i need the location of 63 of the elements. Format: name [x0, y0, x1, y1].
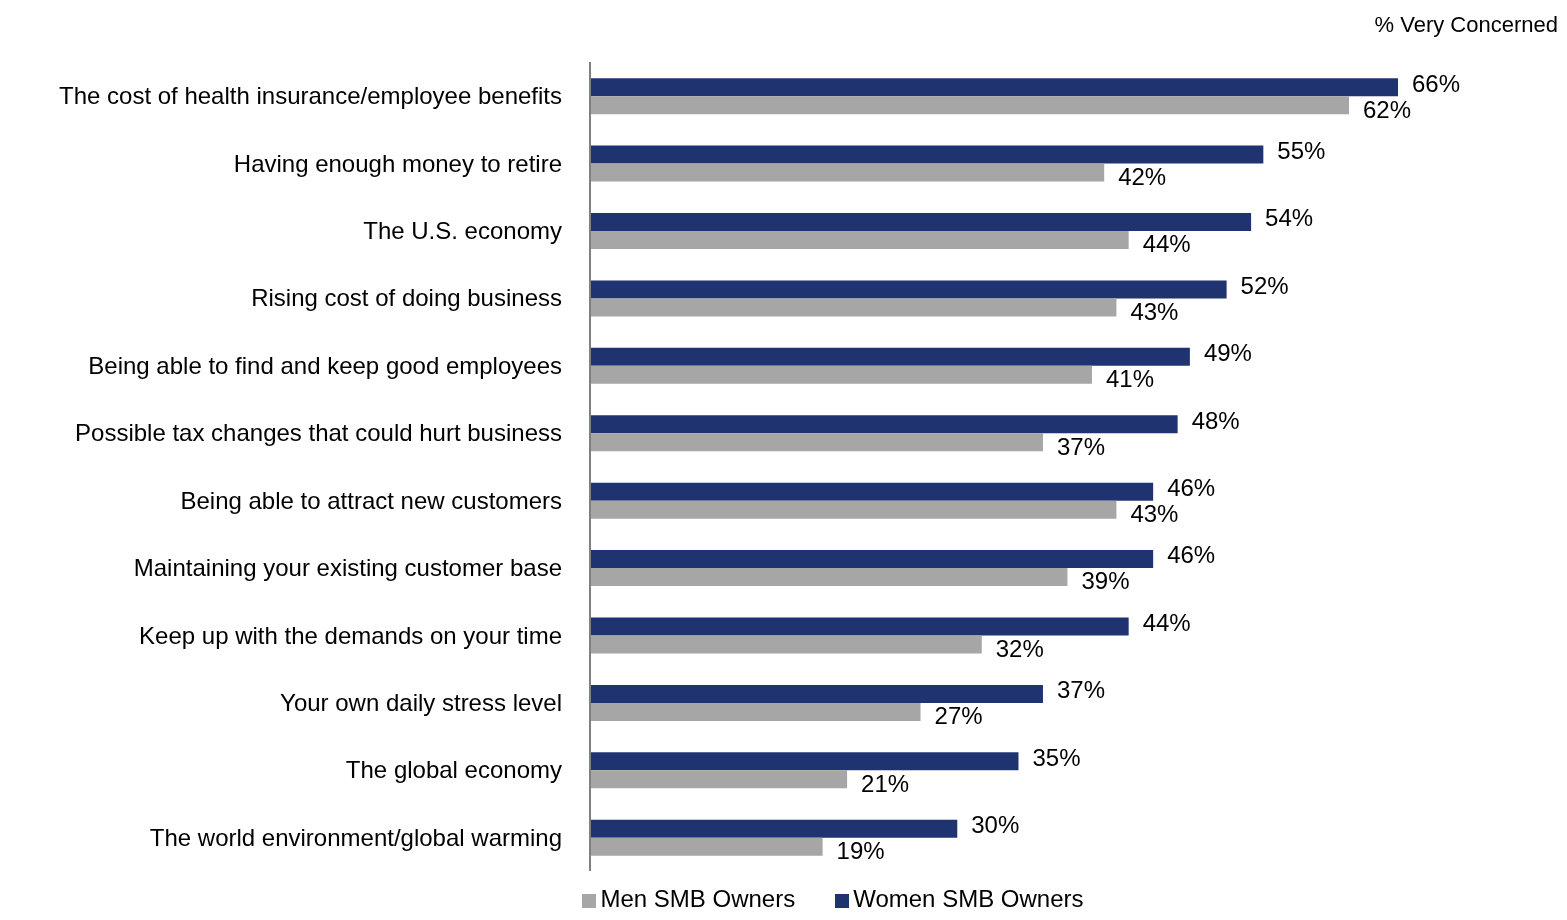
y-tick-label: Possible tax changes that could hurt business — [75, 419, 562, 447]
y-tick-label: Having enough money to retire — [233, 149, 562, 177]
text: % Very Concerned — [1374, 12, 1558, 38]
bar — [590, 500, 1117, 519]
bar — [590, 415, 1178, 434]
data-label: 41% — [1105, 365, 1154, 393]
y-tick-label: The cost of health insurance/employee benefits — [59, 82, 562, 110]
y-tick-label: Your own daily stress level — [280, 688, 562, 716]
bar — [590, 78, 1398, 97]
bar — [590, 365, 1092, 384]
legend-label: Women SMB Owners — [853, 885, 1084, 912]
bar — [590, 96, 1350, 115]
data-label: 54% — [1265, 204, 1314, 232]
y-tick-label: Rising cost of doing business — [251, 284, 562, 312]
data-label: 46% — [1167, 474, 1216, 502]
bar — [590, 482, 1154, 501]
data-label: 44% — [1142, 608, 1191, 636]
y-tick-label: Keep up with the demands on your time — [139, 621, 562, 649]
data-label: 30% — [971, 811, 1020, 839]
y-tick-label: Maintaining your existing customer base — [133, 554, 562, 582]
bar — [590, 684, 1043, 703]
data-label: 21% — [861, 769, 910, 797]
data-label: 55% — [1277, 136, 1326, 164]
bar — [590, 702, 921, 721]
bar — [590, 837, 823, 856]
data-label: 35% — [1032, 743, 1081, 771]
data-label: 49% — [1203, 339, 1252, 367]
data-label: 19% — [836, 837, 885, 865]
bar — [590, 231, 1129, 250]
data-label: 48% — [1191, 406, 1240, 434]
data-label: 43% — [1130, 500, 1179, 528]
y-tick-label: The U.S. economy — [363, 217, 562, 245]
data-label: 52% — [1240, 271, 1289, 299]
data-label: 37% — [1056, 676, 1106, 704]
data-label: 62% — [1363, 95, 1412, 123]
y-tick-label: Being able to find and keep good employees — [88, 351, 562, 379]
bar — [590, 145, 1264, 164]
data-label: 37% — [1056, 432, 1106, 460]
y-tick-label: Being able to attract new customers — [180, 486, 562, 514]
bar — [590, 213, 1252, 232]
bar — [590, 550, 1154, 569]
bar — [590, 298, 1117, 317]
bar — [590, 347, 1190, 366]
bar — [590, 752, 1019, 771]
bar — [590, 635, 982, 654]
data-label: 46% — [1167, 541, 1216, 569]
bar — [590, 163, 1105, 182]
legend-label: Men SMB Owners — [600, 885, 796, 912]
data-label: 66% — [1412, 69, 1461, 97]
bar — [590, 568, 1068, 587]
data-label: 39% — [1081, 567, 1130, 595]
bar — [590, 280, 1227, 299]
data-label: 42% — [1118, 162, 1167, 190]
y-tick-label: The global economy — [345, 756, 562, 784]
bar — [590, 819, 958, 838]
data-label: 32% — [995, 634, 1044, 662]
bar — [590, 770, 848, 789]
y-tick-label: The world environment/global warming — [149, 823, 562, 851]
bar — [590, 433, 1043, 452]
bar — [590, 617, 1129, 636]
data-label: 43% — [1130, 297, 1179, 325]
data-label: 44% — [1142, 230, 1191, 258]
data-label: 27% — [934, 702, 983, 730]
